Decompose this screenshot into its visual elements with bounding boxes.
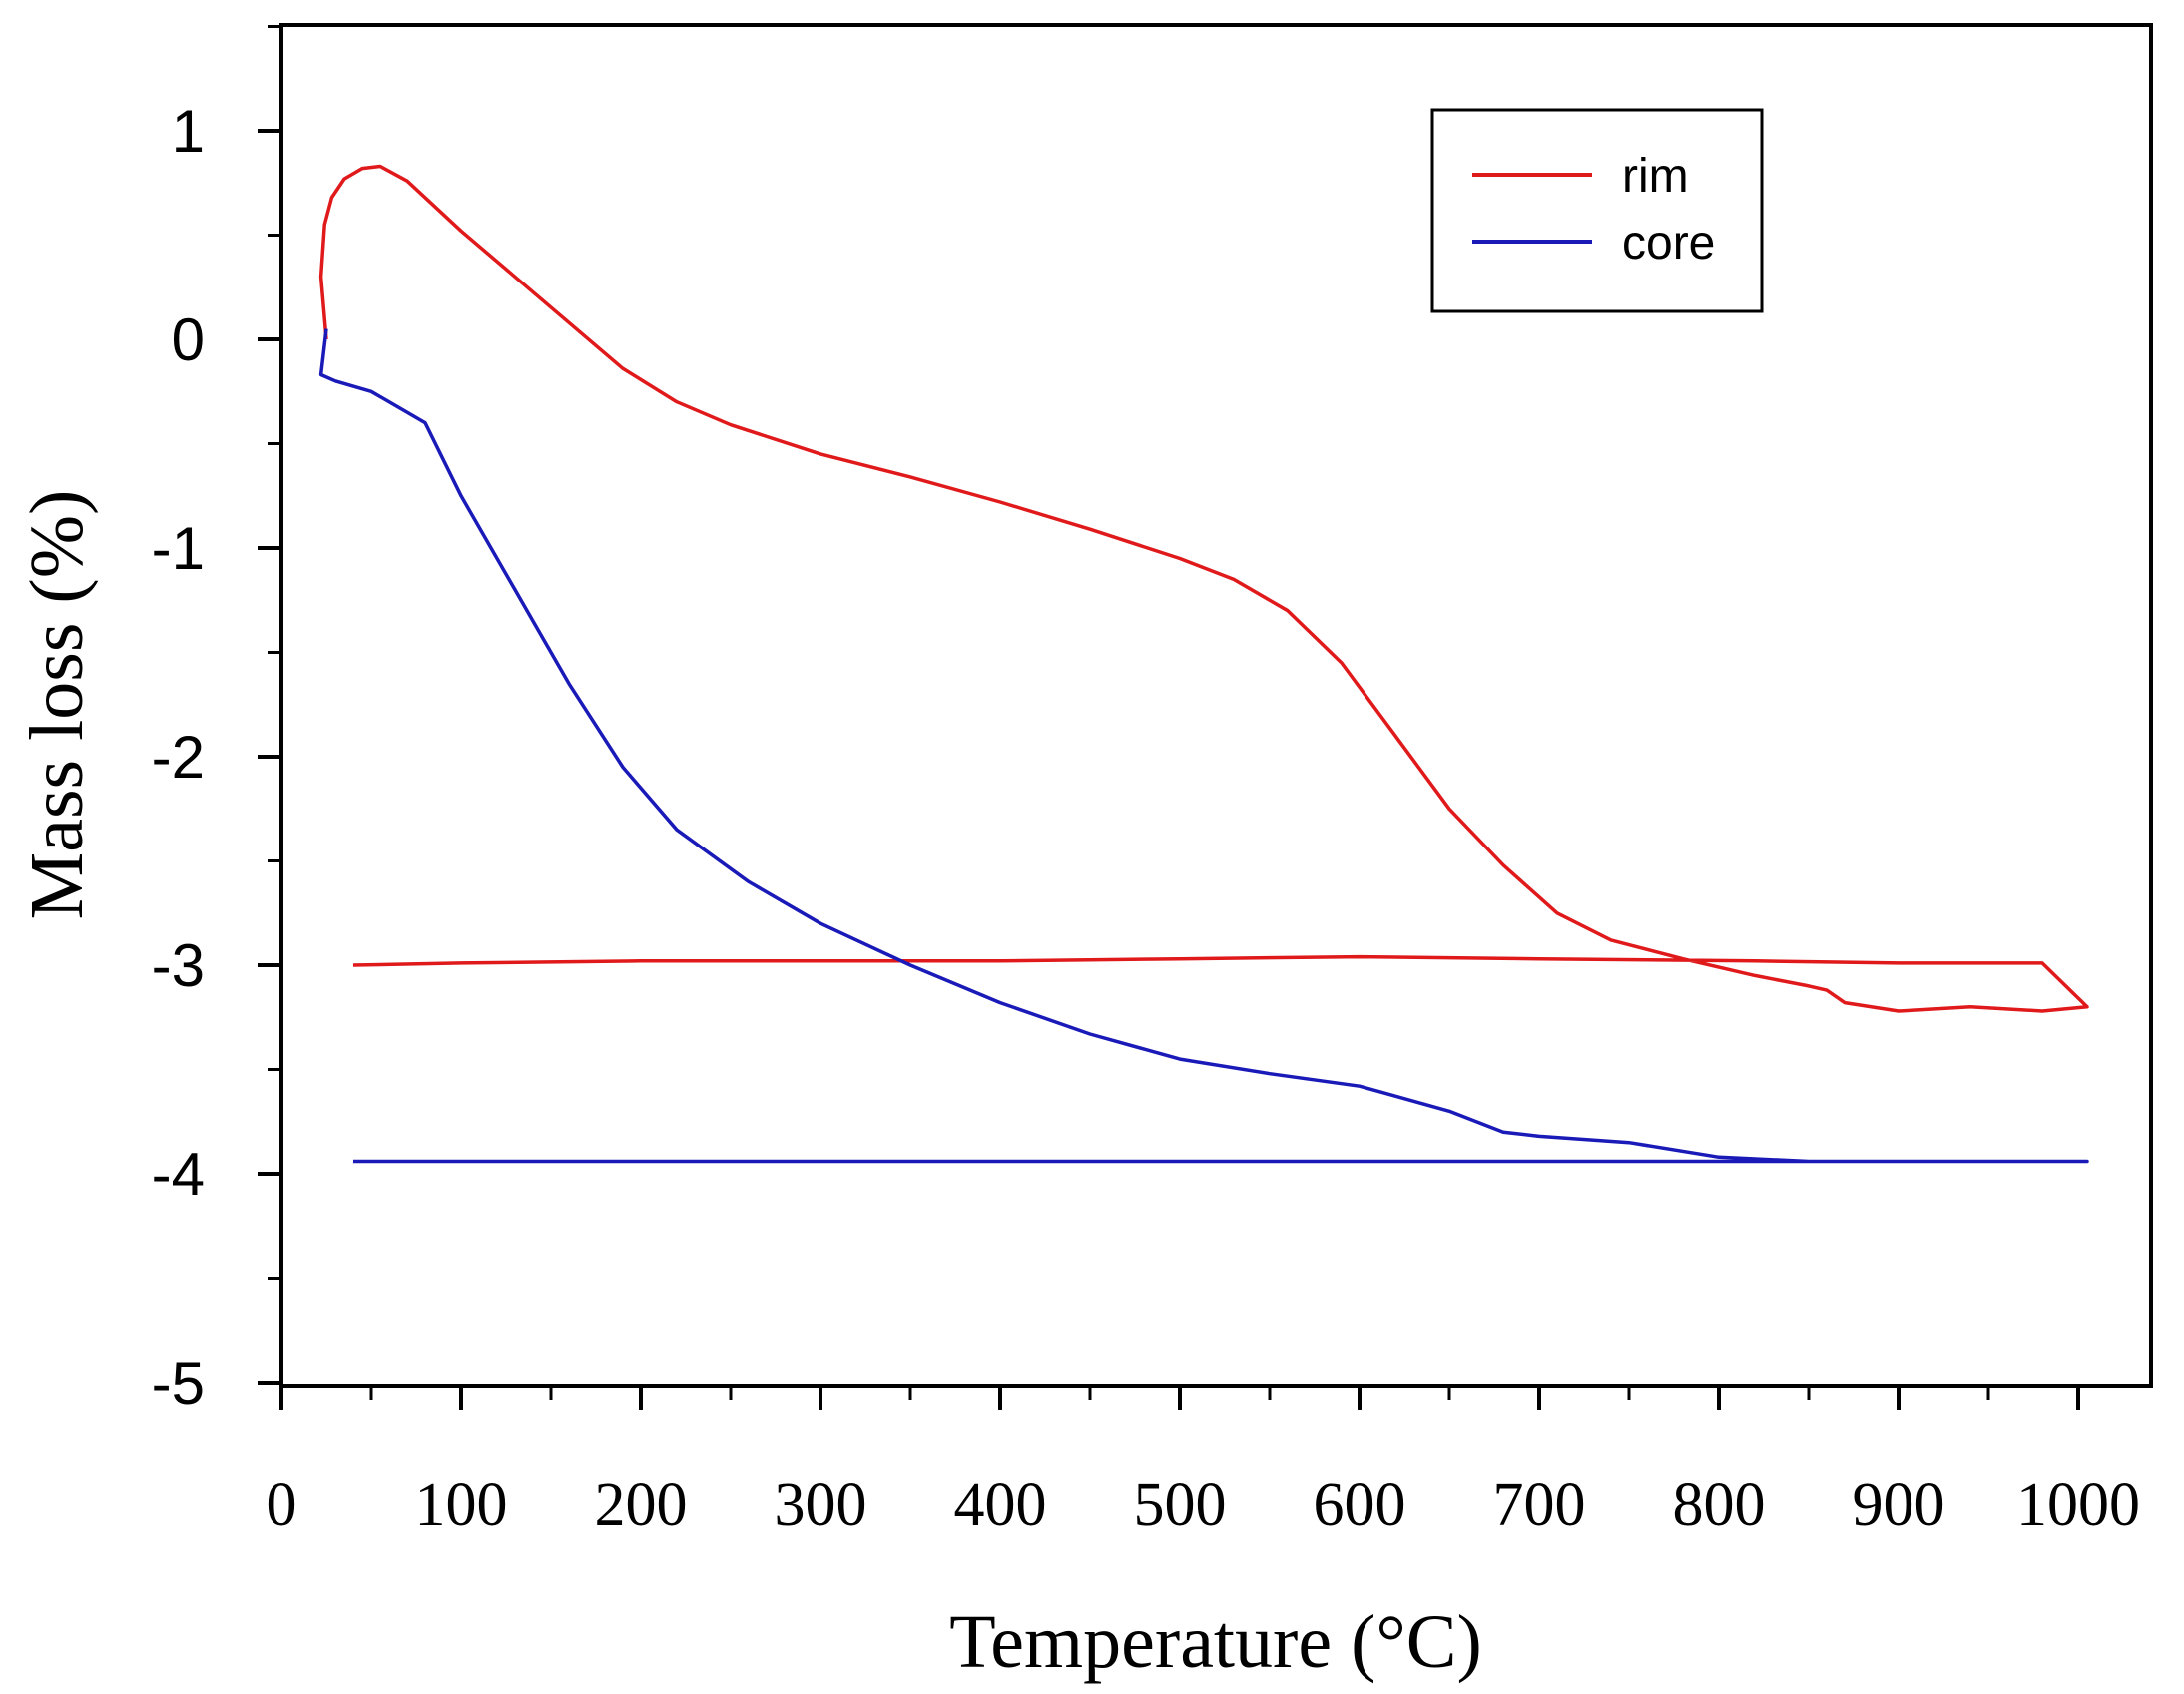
legend-label-rim: rim (1622, 150, 1689, 203)
y-tick-label: 0 (172, 306, 205, 373)
series-layer (318, 164, 2089, 1164)
plot-frame (279, 23, 2153, 1388)
x-tick-label: 800 (1673, 1471, 1766, 1539)
x-tick-label: 400 (954, 1471, 1047, 1539)
y-axis-title: Mass loss (%) (15, 490, 99, 920)
x-axis-title: Temperature (°C) (949, 1600, 1482, 1684)
x-tick-label: 1000 (2016, 1471, 2140, 1539)
y-tick-label: -2 (152, 724, 205, 791)
x-tick-label: 700 (1493, 1471, 1586, 1539)
x-tick-label: 600 (1314, 1471, 1406, 1539)
x-tick-label: 200 (595, 1471, 688, 1539)
x-tick-label: 300 (775, 1471, 867, 1539)
series-line-core (318, 328, 2089, 1164)
x-tick-label: 100 (415, 1471, 508, 1539)
x-tick-label: 0 (267, 1471, 297, 1539)
legend-box (1430, 108, 1764, 313)
series-line-rim (318, 164, 2089, 1013)
x-tick-label: 900 (1853, 1471, 1945, 1539)
legend: rim core (1430, 108, 1764, 313)
y-tick-label: -3 (152, 932, 205, 999)
axis-ticks (258, 25, 2080, 1410)
x-tick-label: 500 (1134, 1471, 1227, 1539)
y-tick-label: -1 (152, 515, 205, 582)
y-tick-label: -5 (152, 1350, 205, 1416)
y-tick-label: 1 (172, 98, 205, 165)
y-tick-label: -4 (152, 1141, 205, 1208)
legend-label-core: core (1622, 217, 1715, 270)
tick-labels: 0 100 200 300 400 500 600 700 800 900 1000 1 0 -1 -2 -3… (152, 98, 2140, 1539)
